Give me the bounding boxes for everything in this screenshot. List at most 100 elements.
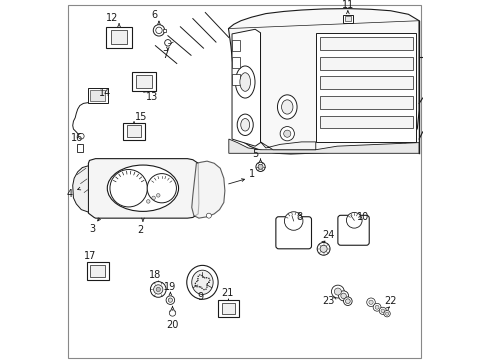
Circle shape [150, 282, 166, 297]
Circle shape [372, 303, 380, 311]
Bar [231, 74, 240, 85]
Text: 11: 11 [341, 0, 353, 10]
Circle shape [368, 300, 372, 305]
Polygon shape [228, 139, 418, 153]
Circle shape [317, 242, 329, 255]
Ellipse shape [191, 270, 213, 294]
Bar [320, 76, 412, 89]
Circle shape [320, 245, 326, 252]
Text: 8: 8 [296, 212, 302, 222]
Circle shape [255, 162, 264, 171]
Circle shape [196, 281, 197, 282]
Text: 12: 12 [105, 13, 118, 23]
Circle shape [156, 27, 162, 33]
Ellipse shape [107, 165, 178, 211]
Ellipse shape [110, 170, 147, 207]
Circle shape [203, 277, 205, 279]
Polygon shape [315, 33, 415, 142]
Circle shape [380, 309, 384, 312]
Bar [320, 37, 412, 50]
Circle shape [346, 212, 362, 228]
Circle shape [208, 282, 209, 283]
Text: 6: 6 [151, 10, 158, 20]
Circle shape [168, 298, 172, 302]
Circle shape [258, 165, 263, 169]
Circle shape [331, 285, 344, 298]
Bar [106, 27, 132, 48]
Circle shape [283, 130, 290, 137]
Ellipse shape [186, 265, 218, 299]
Bar [77, 144, 83, 152]
FancyBboxPatch shape [275, 217, 311, 249]
Circle shape [206, 213, 211, 218]
Text: 20: 20 [166, 320, 178, 330]
Circle shape [206, 287, 207, 288]
Circle shape [334, 288, 341, 295]
Circle shape [206, 284, 207, 286]
Text: 15: 15 [135, 112, 147, 122]
Text: 4: 4 [67, 189, 73, 199]
Bar [342, 15, 352, 23]
Bar [86, 262, 108, 280]
Circle shape [146, 200, 150, 203]
Circle shape [169, 310, 175, 316]
Bar [136, 75, 151, 87]
Circle shape [374, 305, 378, 309]
Circle shape [153, 285, 163, 294]
Bar [218, 300, 238, 317]
Circle shape [197, 280, 198, 281]
Text: 2: 2 [137, 225, 143, 235]
Circle shape [201, 275, 203, 276]
Circle shape [201, 288, 203, 289]
Text: 22: 22 [384, 296, 396, 306]
Circle shape [197, 276, 199, 277]
Circle shape [156, 194, 160, 197]
Polygon shape [231, 29, 260, 146]
Polygon shape [73, 166, 88, 212]
Text: 19: 19 [164, 282, 176, 292]
Circle shape [152, 196, 155, 200]
Circle shape [78, 133, 84, 139]
Circle shape [199, 274, 200, 276]
Polygon shape [88, 159, 199, 218]
Text: 18: 18 [148, 270, 161, 280]
Ellipse shape [240, 73, 250, 91]
Circle shape [203, 276, 204, 278]
Circle shape [343, 297, 351, 306]
Text: 21: 21 [221, 288, 233, 298]
Ellipse shape [281, 100, 292, 114]
Ellipse shape [237, 114, 253, 135]
Ellipse shape [235, 66, 254, 98]
Bar [320, 57, 412, 69]
Circle shape [209, 279, 210, 281]
Bar [132, 72, 155, 91]
Bar [320, 96, 412, 109]
Circle shape [166, 296, 174, 305]
Circle shape [378, 307, 386, 314]
Circle shape [366, 298, 374, 307]
Text: 13: 13 [146, 92, 158, 102]
Circle shape [205, 288, 206, 290]
Circle shape [203, 289, 204, 290]
Text: 24: 24 [322, 230, 334, 240]
Bar [162, 28, 166, 32]
Bar [110, 31, 127, 45]
Bar [122, 123, 145, 140]
Circle shape [194, 283, 196, 284]
Bar [90, 90, 105, 100]
Text: 10: 10 [356, 212, 368, 222]
Bar [344, 16, 350, 21]
Bar [221, 302, 235, 314]
Circle shape [340, 293, 346, 298]
Text: 7: 7 [162, 50, 168, 60]
Ellipse shape [277, 95, 296, 119]
Bar [90, 265, 104, 277]
Circle shape [196, 286, 197, 287]
Text: 16: 16 [71, 133, 83, 143]
Circle shape [153, 24, 164, 36]
Circle shape [200, 286, 201, 288]
Circle shape [197, 278, 198, 279]
Circle shape [205, 277, 207, 279]
Bar [126, 125, 141, 137]
Circle shape [385, 312, 388, 315]
